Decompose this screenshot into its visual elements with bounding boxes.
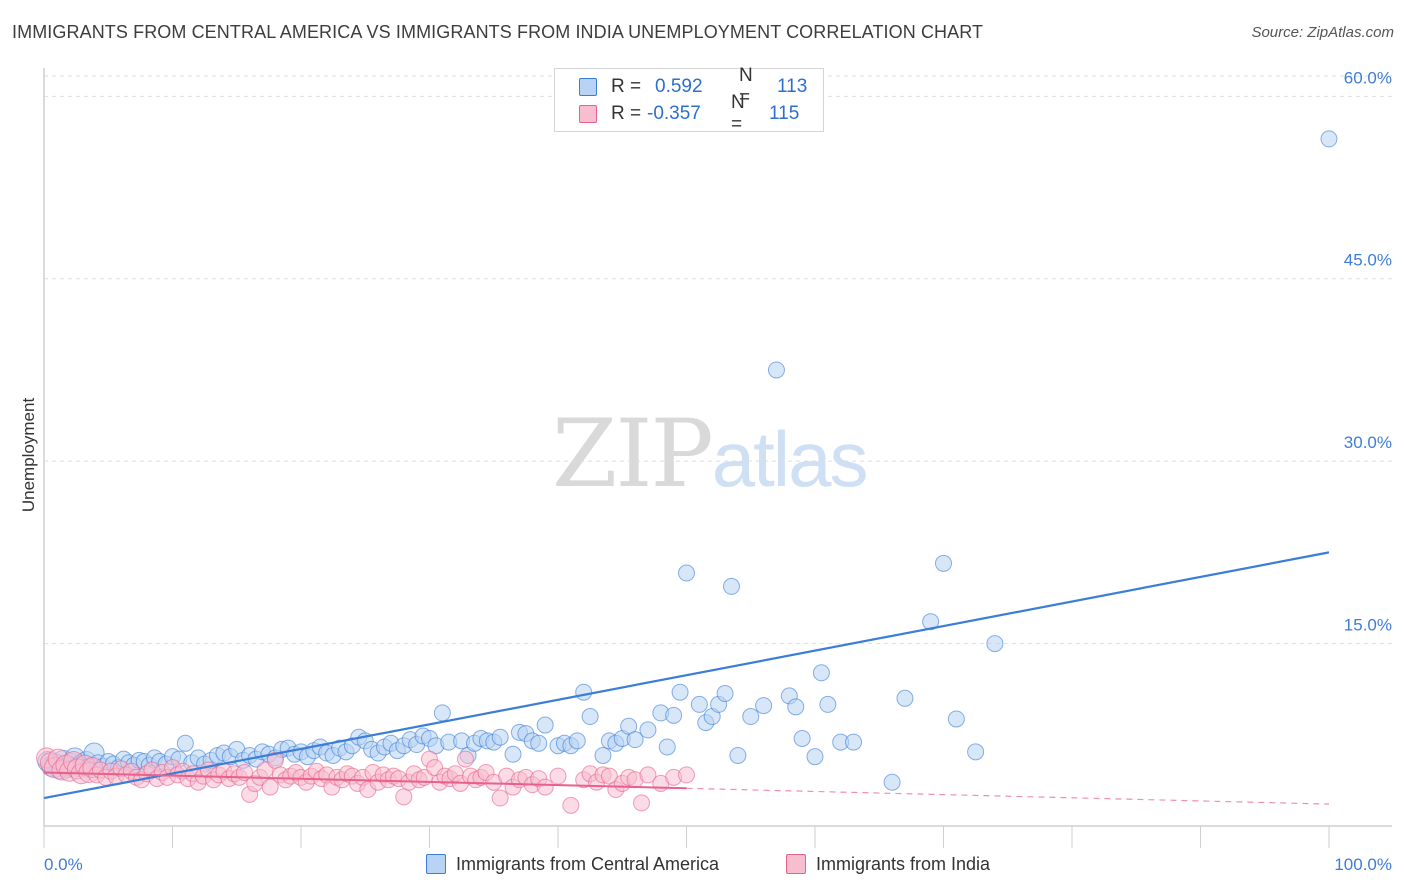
- india-point: [678, 766, 695, 784]
- central-america-point: [491, 728, 509, 746]
- central-america-point: [883, 773, 901, 791]
- y-tick-label: 30.0%: [1344, 433, 1392, 452]
- y-tick-label: 15.0%: [1344, 616, 1392, 635]
- source-credit: Source: ZipAtlas.com: [1251, 24, 1394, 41]
- y-tick-label: 60.0%: [1344, 68, 1392, 87]
- central-america-point: [729, 746, 747, 764]
- central-america-point: [922, 613, 940, 631]
- central-america-point: [626, 731, 644, 749]
- legend-n-value: 113: [777, 76, 808, 97]
- central-america-point: [433, 704, 451, 722]
- india-point: [491, 789, 509, 807]
- bottom-legend-india: Immigrants from India: [786, 852, 990, 876]
- x-tick-label: 0.0%: [44, 855, 83, 874]
- y-tick-label: 45.0%: [1344, 251, 1392, 270]
- central-america-point: [1320, 130, 1338, 148]
- legend-r-label: R =: [611, 76, 642, 97]
- central-america-point: [722, 577, 740, 595]
- central-america-point: [594, 746, 612, 764]
- label-layer: 15.0% 30.0% 45.0% 60.0% 0.0% 100.0% Unemployme…: [19, 68, 1392, 874]
- bottom-legend-central-america: Immigrants from Central America: [426, 852, 719, 876]
- legend-r-value: 0.592: [655, 76, 703, 97]
- central-america-point: [716, 684, 734, 702]
- central-america-point: [690, 695, 708, 713]
- central-america-point: [568, 732, 586, 750]
- correlation-legend: R = 0.592 N = 113 R = -0.357 N = 115: [554, 65, 824, 135]
- x-tick-label: 100.0%: [1334, 855, 1392, 874]
- central-america-point: [755, 697, 773, 715]
- central-america-point: [793, 729, 811, 747]
- central-america-point: [787, 698, 805, 716]
- central-america-point: [536, 716, 554, 734]
- central-america-point: [986, 635, 1004, 653]
- central-america-point: [767, 361, 785, 379]
- india-point: [456, 750, 474, 768]
- watermark-logo: ZIPatlas: [552, 400, 869, 509]
- bottom-legend-label: Immigrants from Central America: [456, 853, 720, 874]
- central-america-point: [504, 745, 522, 763]
- legend-r-value: -0.357: [647, 103, 701, 124]
- legend-n-value: 115: [769, 103, 800, 124]
- legend-n-label: N =: [739, 65, 753, 108]
- central-america-point: [742, 708, 760, 726]
- trend-layer: [43, 551, 1330, 805]
- india-point: [395, 788, 413, 806]
- central-america-point: [967, 743, 985, 761]
- watermark-zip: ZIP: [552, 400, 714, 509]
- central-america-point: [935, 554, 952, 572]
- chart-title: IMMIGRANTS FROM CENTRAL AMERICA VS IMMIG…: [12, 22, 984, 42]
- y-axis-title: Unemployment: [19, 398, 38, 513]
- points-layer: [36, 130, 1338, 814]
- watermark-atlas: atlas: [711, 415, 869, 503]
- bottom-legend-label: Immigrants from India: [816, 853, 991, 874]
- central-america-point: [947, 710, 965, 728]
- legend-r-label: R =: [611, 103, 642, 124]
- central-america-point: [845, 733, 863, 751]
- legend-row-india: R = -0.357 N = 115: [579, 92, 800, 135]
- central-america-point: [812, 664, 830, 682]
- india-trendline: [43, 771, 687, 790]
- central-america-point: [806, 748, 824, 766]
- central-america-point: [665, 706, 683, 724]
- india-point: [549, 767, 567, 785]
- central-america-point: [530, 734, 548, 752]
- bottom-legend-swatch-pink: [786, 854, 806, 874]
- india-point: [261, 778, 279, 796]
- india-trendline-extrapolated: [686, 787, 1330, 805]
- central-america-point: [819, 695, 837, 713]
- india-point: [633, 794, 651, 812]
- central-america-point: [575, 683, 593, 701]
- central-america-trendline: [43, 551, 1330, 800]
- central-america-point: [896, 689, 914, 707]
- central-america-point: [678, 564, 695, 582]
- central-america-point: [658, 738, 676, 756]
- grid-layer: [44, 75, 1392, 645]
- india-point: [639, 766, 657, 784]
- bottom-legend-swatch-blue: [426, 854, 446, 874]
- legend-row-central-america: R = 0.592 N = 113: [579, 65, 808, 108]
- india-point: [562, 796, 580, 814]
- legend-swatch-pink: [579, 105, 597, 123]
- axis-layer: [43, 68, 1392, 848]
- central-america-point: [671, 683, 689, 701]
- legend-n-label: N =: [731, 92, 745, 135]
- central-america-point: [581, 708, 599, 726]
- central-america-point: [176, 734, 194, 752]
- legend-swatch-blue: [579, 78, 597, 96]
- central-america-point: [639, 721, 657, 739]
- india-point: [536, 778, 554, 796]
